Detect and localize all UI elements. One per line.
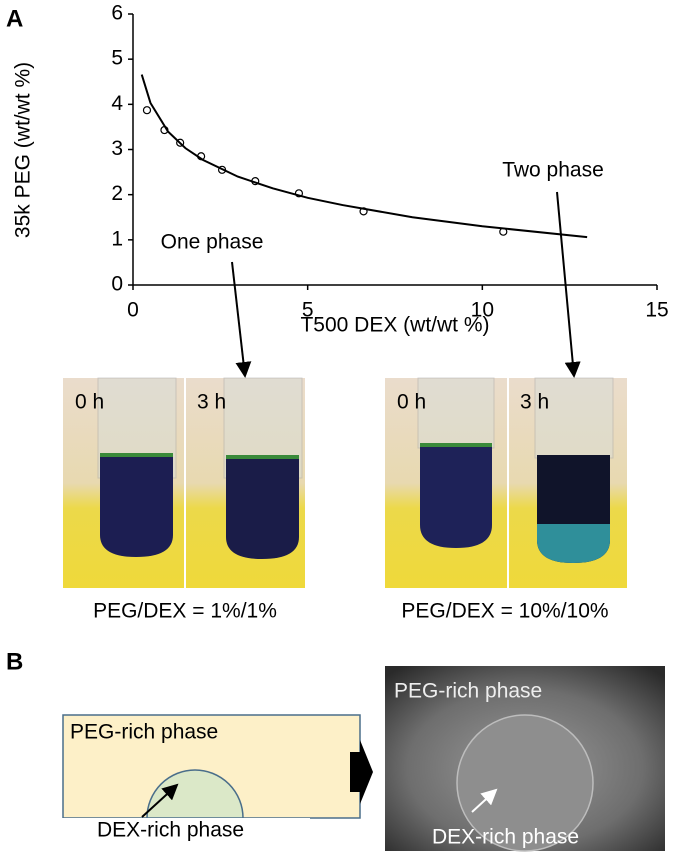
data-point bbox=[142, 106, 152, 115]
y-tick-label: 5 bbox=[111, 47, 123, 70]
y-tick-label: 2 bbox=[111, 182, 123, 205]
tube-glass bbox=[417, 377, 495, 449]
y-tick-label: 4 bbox=[111, 92, 123, 115]
annotation: Two phase bbox=[502, 159, 604, 182]
tube-liquid bbox=[226, 457, 299, 559]
arrow bbox=[141, 783, 179, 818]
tube-liquid bbox=[100, 455, 173, 557]
y-tick-label: 6 bbox=[111, 2, 123, 25]
photo-label: 3 h bbox=[197, 391, 226, 414]
photo-panel bbox=[385, 377, 627, 588]
x-tick-label: 5 bbox=[302, 299, 314, 322]
arrow bbox=[556, 191, 581, 378]
arrow bbox=[231, 261, 252, 378]
fit-line bbox=[140, 74, 588, 239]
label-bg bbox=[60, 818, 310, 846]
caption: PEG/DEX = 1%/1% bbox=[93, 600, 277, 623]
panel-label: B bbox=[6, 648, 23, 675]
meniscus bbox=[226, 455, 299, 459]
diagram-label: DEX-rich phase bbox=[97, 819, 244, 842]
x-tick-label: 0 bbox=[127, 299, 139, 322]
meniscus bbox=[100, 453, 173, 457]
diagram-label: PEG-rich phase bbox=[70, 721, 218, 744]
tube-liquid bbox=[420, 445, 492, 548]
x-tick-label: 10 bbox=[471, 299, 494, 322]
annotation: One phase bbox=[161, 231, 264, 254]
y-tick-label: 0 bbox=[111, 273, 123, 296]
y-tick-label: 1 bbox=[111, 227, 123, 250]
photo-label: 0 h bbox=[75, 391, 104, 414]
caption: PEG/DEX = 10%/10% bbox=[401, 600, 608, 623]
big-arrow bbox=[350, 740, 373, 804]
tube-glass bbox=[534, 377, 614, 459]
meniscus bbox=[420, 443, 492, 447]
arrow bbox=[471, 788, 498, 813]
photo-label: 3 h bbox=[520, 391, 549, 414]
y-axis-label: 35k PEG (wt/wt %) bbox=[12, 62, 35, 238]
panel-label: A bbox=[6, 5, 23, 32]
y-tick-label: 3 bbox=[111, 137, 123, 160]
x-axis-label: T500 DEX (wt/wt %) bbox=[300, 314, 489, 337]
x-tick-label: 15 bbox=[645, 299, 668, 322]
photo-label: 0 h bbox=[397, 391, 426, 414]
droplet bbox=[456, 714, 594, 852]
bottom-phase bbox=[537, 524, 610, 563]
droplet bbox=[146, 769, 244, 819]
micrograph-label: DEX-rich phase bbox=[432, 826, 579, 849]
micrograph-label: PEG-rich phase bbox=[394, 680, 542, 703]
photo-panel bbox=[63, 377, 305, 588]
